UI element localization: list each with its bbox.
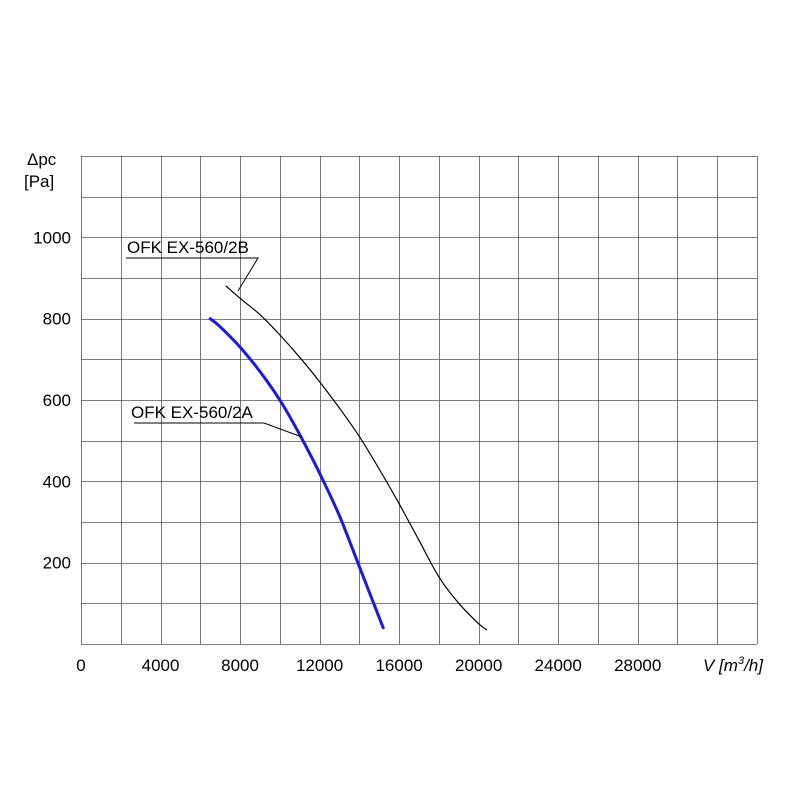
series-label-b-leader [126, 257, 259, 292]
x-tick-label: 28000 [614, 656, 661, 675]
x-tick-label: 4000 [142, 656, 180, 675]
y-axis-title-symbol: Δpc [27, 150, 57, 169]
y-tick-label: 800 [43, 310, 71, 329]
y-tick-labels: 200 400 600 800 1000 [33, 228, 71, 572]
y-tick-label: 400 [43, 472, 71, 491]
x-tick-label: 16000 [375, 656, 422, 675]
x-axis-title: V [m3/h] [703, 655, 764, 675]
x-tick-labels: 0 4000 8000 12000 16000 20000 24000 28000 [76, 656, 661, 675]
y-tick-label: 200 [43, 554, 71, 573]
y-tick-label: 600 [43, 391, 71, 410]
chart-grid [81, 156, 758, 645]
x-tick-label: 8000 [221, 656, 259, 675]
series-label-a-leader [134, 422, 303, 438]
x-tick-label: 0 [76, 656, 85, 675]
series-line-b [225, 285, 488, 631]
y-tick-label: 1000 [33, 228, 71, 247]
series-group [208, 285, 488, 631]
x-tick-label: 24000 [535, 656, 582, 675]
y-axis-title-unit: [Pa] [24, 172, 54, 191]
series-line-a [208, 317, 385, 630]
series-label-a: OFK EX-560/2A [131, 403, 254, 422]
series-label-b: OFK EX-560/2B [127, 238, 249, 257]
x-tick-label: 12000 [296, 656, 343, 675]
x-tick-label: 20000 [455, 656, 502, 675]
